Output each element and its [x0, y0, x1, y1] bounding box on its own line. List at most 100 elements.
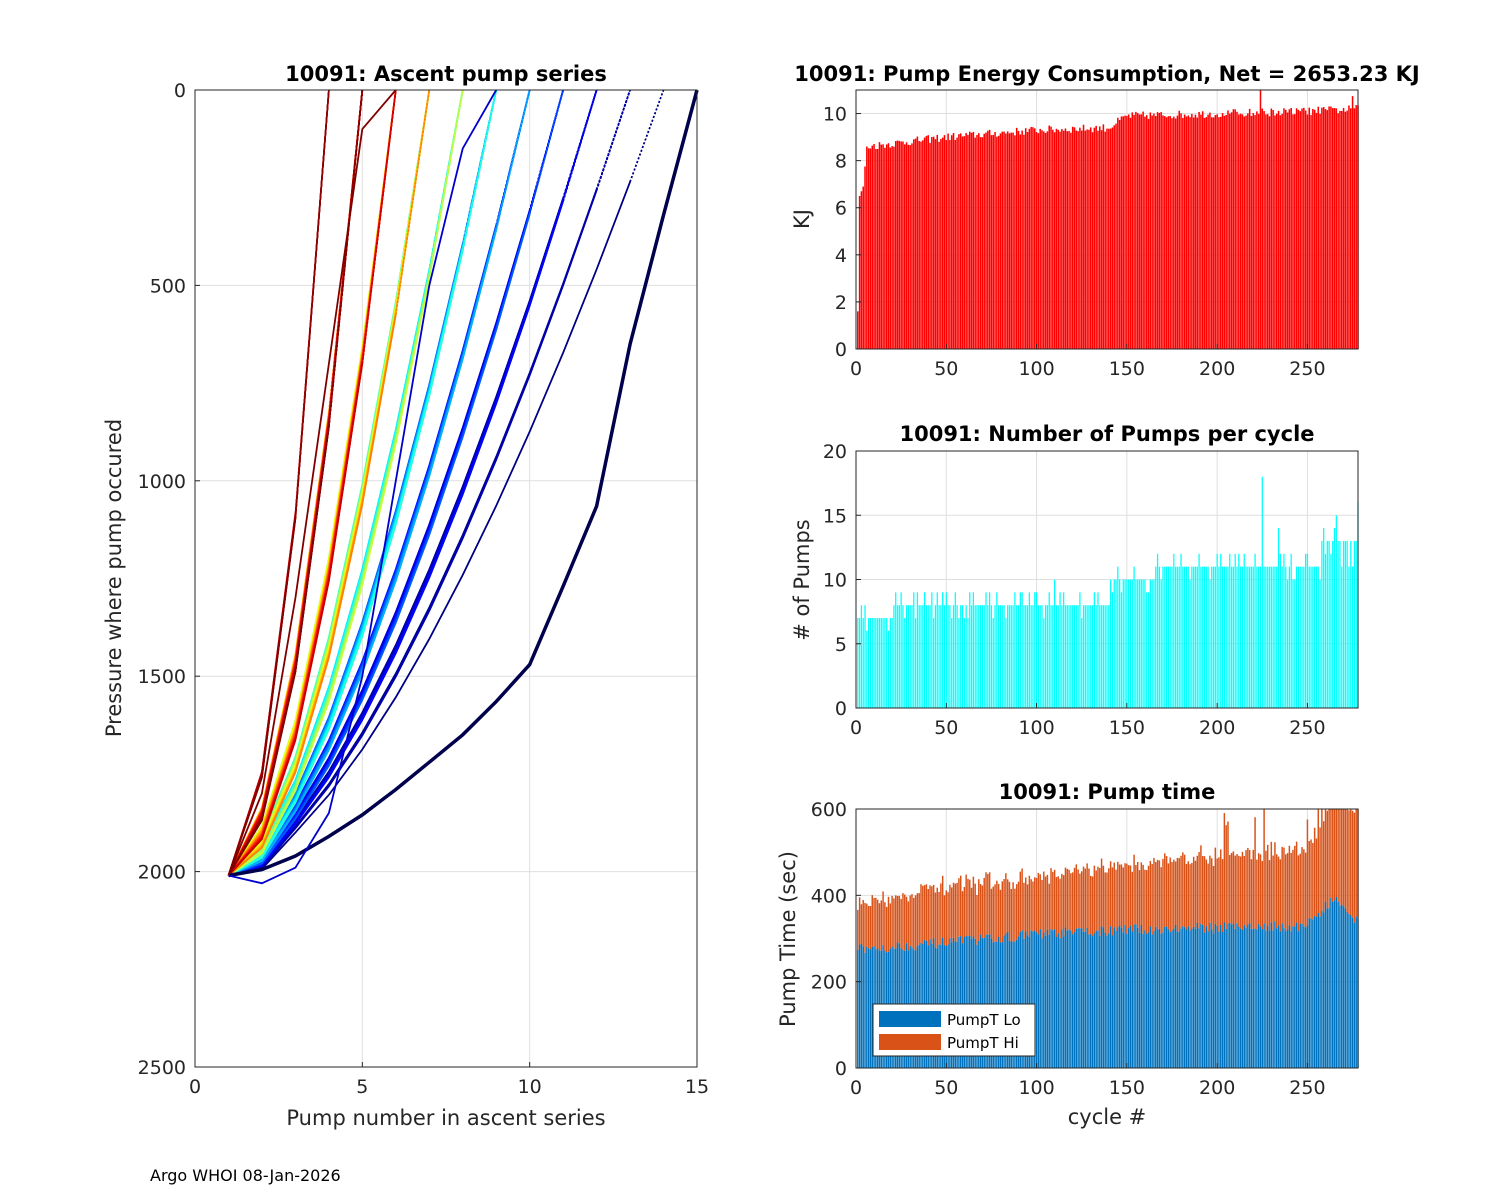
pump-time-lo-bar	[1173, 928, 1175, 1068]
energy-bar	[884, 147, 886, 349]
pump-time-lo-bar	[1256, 929, 1258, 1068]
energy-bar	[1313, 109, 1316, 349]
pump-time-hi-bar	[1086, 863, 1088, 928]
energy-bar	[985, 132, 987, 349]
energy-bar	[1057, 129, 1060, 349]
energy-bar	[978, 133, 980, 349]
energy-bar	[1198, 111, 1200, 349]
pump-time-lo-bar	[1109, 926, 1112, 1068]
pump-time-lo-bar	[1028, 936, 1031, 1068]
pump-time-lo-bar	[1160, 933, 1162, 1068]
pump-time-hi-bar	[1270, 841, 1273, 923]
pump-time-lo-bar	[1178, 931, 1180, 1068]
x-tick-label: 0	[189, 1076, 201, 1098]
pump-count-bar	[886, 618, 888, 708]
energy-bar	[1032, 127, 1034, 350]
energy-bar	[885, 144, 888, 349]
pump-count-bar	[1100, 605, 1103, 708]
cycle-line	[227, 314, 397, 877]
pump-count-bar	[1272, 566, 1274, 708]
pump-time-hi-bar	[1068, 869, 1070, 930]
energy-bar	[1268, 116, 1271, 350]
pump-time-lo-bar	[1229, 922, 1231, 1068]
pump-count-bar	[1147, 592, 1150, 708]
pump-time-lo-bar	[1312, 919, 1314, 1068]
pump-count-bar	[1102, 605, 1105, 708]
pump-time-lo-bar	[1303, 926, 1305, 1068]
pump-count-bar	[952, 605, 955, 708]
pump-time-hi-bar	[1010, 889, 1013, 942]
pump-count-bar	[918, 605, 920, 708]
tick-labels: 0 50 100 150 200 250 0 200 400 600	[811, 799, 1326, 1099]
pump-time-hi-bar	[1108, 868, 1110, 934]
pump-count-bar	[1200, 566, 1202, 708]
pump-time-hi-bar	[1276, 854, 1278, 929]
energy-bar	[871, 145, 874, 349]
pump-count-bar	[1292, 579, 1294, 708]
pump-time-lo-bar	[1247, 924, 1249, 1068]
pump-time-hi-bar	[1064, 867, 1067, 928]
pump-time-hi-bar	[875, 897, 877, 950]
pump-count-bar	[1142, 579, 1144, 708]
pump-count-bar	[1113, 579, 1115, 708]
energy-bar	[1021, 130, 1023, 349]
pump-count-bar	[1095, 605, 1097, 708]
pump-count-bar	[972, 592, 974, 708]
pump-time-hi-bar	[996, 880, 998, 942]
pump-count-bar	[1308, 566, 1310, 708]
energy-bar	[1129, 117, 1132, 349]
energy-bar	[1259, 90, 1262, 349]
pump-time-hi-bar	[876, 899, 879, 949]
energy-bar	[1010, 132, 1013, 349]
pump-time-lo-bar	[869, 949, 872, 1068]
energy-bar	[1337, 113, 1339, 350]
pump-time-hi-bar	[1035, 877, 1038, 933]
pump-time-lo-bar	[1106, 935, 1108, 1068]
pump-count-bar	[1035, 592, 1038, 708]
pump-count-bar	[1279, 553, 1281, 708]
pump-time-hi-bar	[963, 887, 966, 937]
pump-count-bar	[1193, 566, 1195, 708]
pump-time-hi-bar	[1252, 849, 1255, 930]
pump-time-hi-bar	[978, 879, 980, 941]
energy-bar	[970, 132, 973, 349]
energy-bar	[1216, 114, 1218, 349]
pump-time-lo-bar	[857, 949, 859, 1068]
energy-bar	[1066, 131, 1069, 349]
x-tick-label: 100	[1018, 1077, 1054, 1099]
pump-time-hi-bar	[1129, 865, 1132, 926]
pump-count-bar	[1016, 605, 1018, 708]
pump-time-hi-bar	[1207, 863, 1209, 932]
pump-time-hi-bar	[1257, 853, 1260, 925]
energy-bar	[1315, 112, 1318, 350]
pump-time-hi-bar	[1052, 871, 1054, 931]
energy-bar	[1055, 128, 1058, 349]
energy-bar	[950, 135, 953, 349]
pump-time-lo-bar	[1075, 928, 1078, 1068]
pump-count-bar	[1265, 566, 1267, 708]
pump-count-bar	[1324, 553, 1327, 708]
pump-count-bar	[1283, 553, 1285, 708]
energy-bar	[1308, 107, 1311, 349]
pump-count-bar	[1281, 566, 1283, 708]
representative-cycle-line	[227, 89, 397, 876]
pump-count-bar	[893, 605, 895, 708]
pump-time-lo-bar	[1239, 928, 1242, 1068]
pump-time-hi-bar	[1077, 869, 1079, 929]
pump-time-lo-bar	[1140, 924, 1143, 1068]
pump-time-lo-bar	[1268, 930, 1271, 1068]
x-axis-label: cycle #	[1068, 1105, 1147, 1129]
pump-time-hi-bar	[916, 893, 919, 947]
x-tick-label: 200	[1199, 1077, 1235, 1099]
chart-title: 10091: Pump Energy Consumption, Net = 26…	[794, 62, 1419, 86]
energy-bar	[1248, 108, 1251, 349]
pump-time-lo-bar	[949, 938, 951, 1068]
pump-time-lo-bar	[860, 943, 863, 1068]
pump-time-hi-bar	[1229, 854, 1231, 923]
pump-count-bar	[1155, 566, 1157, 708]
pump-time-hi-bar	[1321, 809, 1323, 911]
pump-count-bar	[1122, 579, 1124, 708]
energy-bar	[1037, 133, 1040, 349]
energy-bar	[1292, 114, 1294, 349]
energy-bar	[1344, 111, 1347, 350]
